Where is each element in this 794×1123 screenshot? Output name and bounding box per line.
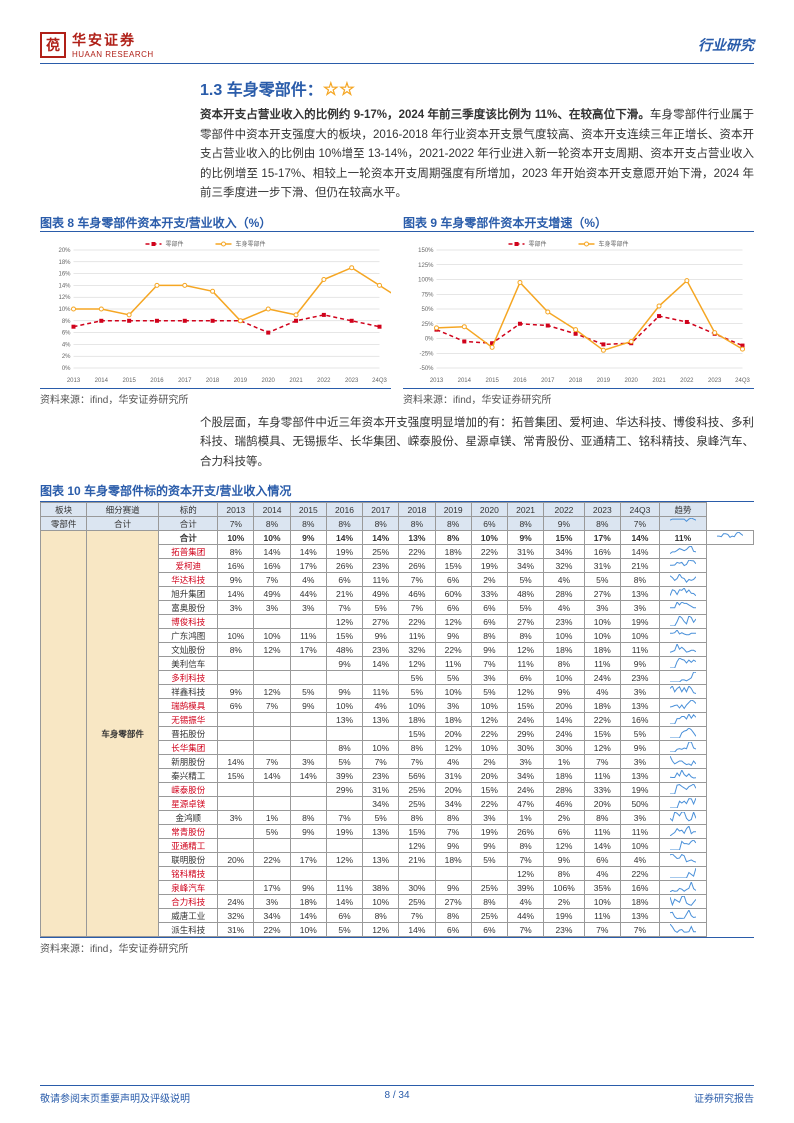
svg-text:2013: 2013 <box>430 378 444 384</box>
rating-stars: ☆☆ <box>323 79 355 99</box>
svg-text:2018: 2018 <box>206 378 220 384</box>
svg-text:75%: 75% <box>421 292 434 298</box>
svg-text:0%: 0% <box>62 366 71 372</box>
svg-text:24Q3: 24Q3 <box>735 378 750 384</box>
svg-text:车身零部件: 车身零部件 <box>599 240 629 248</box>
svg-text:125%: 125% <box>418 262 434 268</box>
svg-text:6%: 6% <box>62 330 71 336</box>
footer-left: 敬请参阅末页重要声明及评级说明 <box>40 1090 190 1105</box>
svg-text:2022: 2022 <box>680 378 694 384</box>
data-table: 板块细分赛道标的20132014201520162017201820192020… <box>40 502 754 937</box>
table-header: 2017 <box>363 503 399 517</box>
subsector-cell: 车身零部件 <box>87 531 159 937</box>
table-header: 细分赛道 <box>87 503 159 517</box>
svg-text:8%: 8% <box>62 319 71 325</box>
header-category: 行业研究 <box>698 35 754 55</box>
logo: 䓲 华安证券 HUAAN RESEARCH <box>40 30 154 59</box>
page-header: 䓲 华安证券 HUAAN RESEARCH 行业研究 <box>40 30 754 64</box>
svg-text:2021: 2021 <box>652 378 666 384</box>
svg-text:2017: 2017 <box>178 378 192 384</box>
page-footer: 敬请参阅末页重要声明及评级说明 8 / 34 证券研究报告 <box>40 1085 754 1105</box>
table-header: 2023 <box>584 503 620 517</box>
table-header: 2022 <box>544 503 585 517</box>
table-title: 图表 10 车身零部件标的资本开支/营业收入情况 <box>40 482 754 502</box>
footer-right: 证券研究报告 <box>694 1090 754 1105</box>
svg-text:2019: 2019 <box>234 378 248 384</box>
chart9-title: 图表 9 车身零部件资本开支增速（%） <box>403 214 754 231</box>
svg-text:2023: 2023 <box>708 378 722 384</box>
svg-text:2014: 2014 <box>95 378 109 384</box>
logo-cn: 华安证券 <box>72 30 154 50</box>
table-header: 2014 <box>254 503 290 517</box>
chart8: 0% 2% 4% 6% 8% 10% 12% 14% 16% 18% 20% 零部件 车身零部件 2013… <box>40 236 391 386</box>
table-header: 板块 <box>41 503 87 517</box>
svg-text:12%: 12% <box>58 295 71 301</box>
chart9: -50% -25% 0% 25% 50% 75% 100% 125% 150% 零部件 车身零部件 2… <box>403 236 754 386</box>
chart9-source: 资料来源：ifind，华安证券研究所 <box>403 388 754 406</box>
table-header: 2021 <box>507 503 543 517</box>
svg-text:16%: 16% <box>58 271 71 277</box>
sector-cell <box>41 531 87 937</box>
svg-text:2021: 2021 <box>289 378 303 384</box>
svg-text:25%: 25% <box>421 321 434 327</box>
table-header: 趋势 <box>659 503 706 517</box>
svg-text:零部件: 零部件 <box>166 240 184 248</box>
svg-text:2015: 2015 <box>485 378 499 384</box>
svg-text:2013: 2013 <box>67 378 81 384</box>
svg-text:14%: 14% <box>58 283 71 289</box>
svg-text:18%: 18% <box>58 260 71 266</box>
svg-text:2020: 2020 <box>625 378 639 384</box>
svg-text:2020: 2020 <box>262 378 276 384</box>
svg-text:2016: 2016 <box>150 378 164 384</box>
svg-text:50%: 50% <box>421 307 434 313</box>
svg-text:2014: 2014 <box>458 378 472 384</box>
svg-text:2022: 2022 <box>317 378 331 384</box>
section-title: 1.3 车身零部件：☆☆ <box>200 76 754 100</box>
svg-text:2017: 2017 <box>541 378 555 384</box>
table-source: 资料来源：ifind，华安证券研究所 <box>40 937 754 955</box>
table-header: 2015 <box>290 503 326 517</box>
svg-text:24Q3: 24Q3 <box>372 378 387 384</box>
svg-text:2018: 2018 <box>569 378 583 384</box>
paragraph-2: 个股层面，车身零部件中近三年资本开支强度明显增加的有：拓普集团、爱柯迪、华达科技… <box>200 414 754 473</box>
svg-text:10%: 10% <box>58 307 71 313</box>
table-header: 标的 <box>159 503 218 517</box>
svg-text:车身零部件: 车身零部件 <box>236 240 266 248</box>
table-header: 2019 <box>435 503 471 517</box>
svg-text:-50%: -50% <box>419 366 434 372</box>
table-header: 2016 <box>326 503 362 517</box>
svg-text:-25%: -25% <box>419 351 434 357</box>
svg-text:2023: 2023 <box>345 378 359 384</box>
svg-text:2015: 2015 <box>122 378 136 384</box>
footer-page-number: 8 / 34 <box>384 1090 409 1101</box>
svg-text:100%: 100% <box>418 277 434 283</box>
svg-text:2019: 2019 <box>597 378 611 384</box>
logo-en: HUAAN RESEARCH <box>72 50 154 59</box>
svg-text:0%: 0% <box>425 336 434 342</box>
svg-text:2%: 2% <box>62 354 71 360</box>
chart-titles-row: 图表 8 车身零部件资本开支/营业收入（%） 图表 9 车身零部件资本开支增速（… <box>40 214 754 232</box>
chart8-source: 资料来源：ifind，华安证券研究所 <box>40 388 391 406</box>
chart8-title: 图表 8 车身零部件资本开支/营业收入（%） <box>40 214 391 231</box>
svg-text:零部件: 零部件 <box>529 240 547 248</box>
svg-text:4%: 4% <box>62 342 71 348</box>
table-header: 2018 <box>399 503 435 517</box>
table-header: 2013 <box>218 503 254 517</box>
svg-text:2016: 2016 <box>513 378 527 384</box>
table-header: 24Q3 <box>620 503 659 517</box>
table-header: 2020 <box>471 503 507 517</box>
svg-text:20%: 20% <box>58 248 71 254</box>
logo-mark: 䓲 <box>40 32 66 58</box>
paragraph-1: 资本开支占营业收入的比例约 9-17%，2024 年前三季度该比例为 11%、在… <box>200 106 754 204</box>
svg-text:150%: 150% <box>418 248 434 254</box>
